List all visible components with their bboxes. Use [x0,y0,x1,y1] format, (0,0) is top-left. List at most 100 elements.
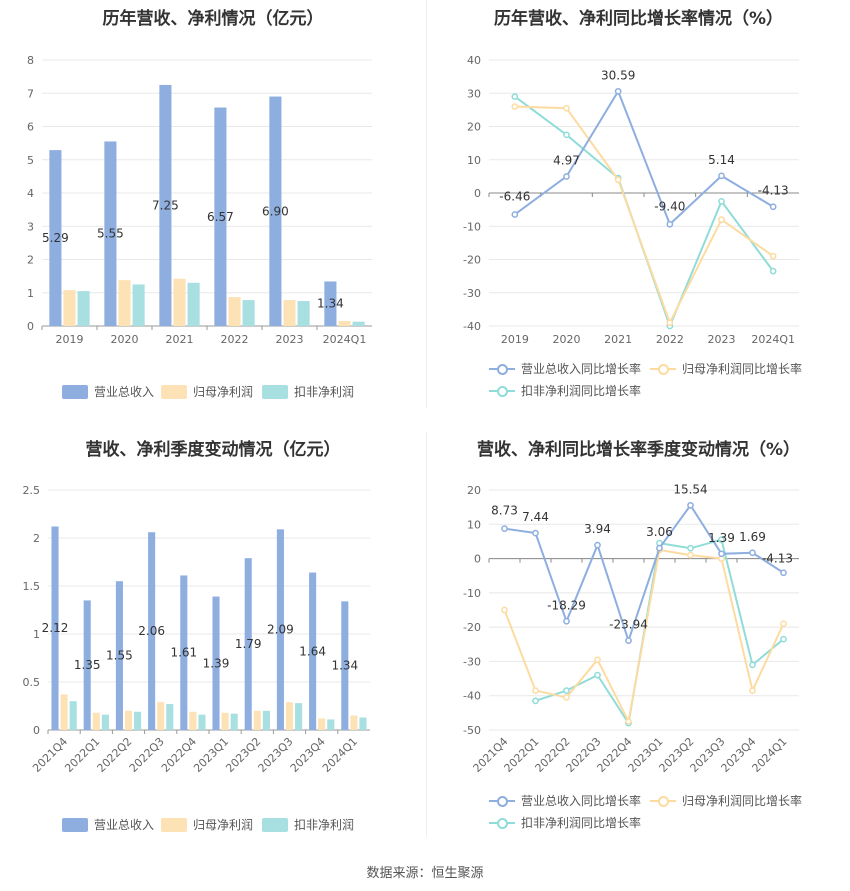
quarterly-growth-chart: 20100-10-20-30-40-502021Q42022Q12022Q220… [463,482,799,775]
line-net-profit-growth [514,105,774,326]
legend-swatch [262,384,288,399]
data-label: 3.06 [646,525,673,539]
y-tick-label: 4 [27,187,34,200]
bar-net-profit [189,711,197,730]
legend-item-revenue[interactable]: 营业总收入 [62,383,154,400]
point-net-profit-growth [749,687,756,694]
point-deducted-profit-growth [532,697,539,705]
data-label: 1.61 [170,646,197,660]
bar-deducted-profit [77,291,90,326]
bar-net-profit [338,321,351,326]
point-net-profit-growth [563,694,570,701]
legend-swatch [161,384,187,399]
x-tick-label: 2023 [708,333,736,346]
data-label: 4.97 [553,153,580,167]
legend-label: 扣非净利润 [294,385,355,399]
bar-net-profit [173,278,186,326]
y-tick-label: 8 [27,54,34,67]
data-label: 1.64 [299,644,326,658]
point-revenue-growth [780,569,787,577]
point-net-profit-growth [614,176,622,184]
x-tick-label: 2024Q1 [320,735,360,775]
annual-growth-panel: 历年营收、净利同比增长率情况（%） 40 30 20 10 0 -10 -20 -30 -40 2… [427,0,850,408]
bar-revenue [269,96,282,326]
point-deducted-profit-growth [687,544,694,552]
point-deducted-profit-growth [563,131,570,139]
y-tick-label: 1 [33,628,40,641]
data-label: -4.13 [762,552,793,566]
y-tick-label: 10 [467,518,481,531]
y-tick-label: 0 [474,553,481,566]
bar-deducted-profit [359,717,367,730]
legend-item-net-profit-growth[interactable]: 归母净利润同比增长率 [650,360,802,377]
legend: 营业总收入同比增长率 归母净利润同比增长率 扣非净利润同比增长率 [427,792,850,836]
bar-net-profit [118,280,131,326]
legend-label: 归母净利润 [193,385,254,399]
y-tick-label: 5 [27,154,34,167]
bar-revenue [159,84,172,326]
legend-label: 营业总收入同比增长率 [521,362,642,376]
point-revenue-growth [718,550,725,558]
legend-item-net-profit-growth[interactable]: 归母净利润同比增长率 [650,792,802,809]
bar-net-profit [350,715,358,730]
legend-item-revenue[interactable]: 营业总收入 [62,816,154,833]
x-tick-label: 2021 [166,333,194,346]
data-label: 1.34 [331,659,358,673]
legend-label: 扣非净利润 [294,818,355,832]
y-tick-label: -20 [463,254,481,267]
data-label: -18.29 [547,598,586,612]
point-revenue-growth [614,87,622,95]
legend-item-deducted-profit-growth[interactable]: 扣非净利润同比增长率 [489,382,641,399]
annual-growth-chart: 40 30 20 10 0 -10 -20 -30 -40 2019 2020 2021 2022 202… [463,54,799,346]
bar-revenue [115,581,123,730]
data-label: -4.13 [758,184,789,198]
y-tick-label: 40 [467,54,481,67]
bar-deducted-profit [230,713,238,730]
point-revenue-growth [532,529,539,537]
data-label: 2.09 [267,623,294,637]
y-tick-label: 6 [27,121,34,134]
y-tick-label: -30 [463,655,481,668]
bar-revenue [51,526,59,730]
legend-label: 归母净利润同比增长率 [682,794,803,808]
data-label: 1.55 [106,649,133,663]
legend-label: 营业总收入 [94,385,155,399]
x-tick-label: 2024Q1 [750,735,790,775]
legend-item-deducted-profit[interactable]: 扣非净利润 [262,816,354,833]
legend-swatch [62,384,88,399]
y-tick-label: 20 [467,484,481,497]
x-tick-label: 2020 [111,333,139,346]
legend-swatch [262,817,288,832]
legend-item-revenue-growth[interactable]: 营业总收入同比增长率 [489,792,641,809]
point-deducted-profit-growth [594,671,601,679]
point-net-profit-growth [594,656,601,664]
bar-revenue [324,281,337,326]
bar-revenue [276,529,284,730]
line-net-profit-growth [503,548,785,725]
bar-net-profit [92,712,100,730]
bar-deducted-profit [134,711,142,730]
point-deducted-profit-growth [511,93,519,100]
y-tick-label: 1 [27,287,34,300]
legend-item-net-profit[interactable]: 归母净利润 [161,816,253,833]
legend-label: 归母净利润同比增长率 [682,362,803,376]
bar-deducted-profit [297,301,310,326]
legend-item-deducted-profit-growth[interactable]: 扣非净利润同比增长率 [489,814,641,831]
data-label: 7.25 [152,198,179,212]
legend-swatch [650,794,676,808]
bar-net-profit [157,702,165,730]
point-net-profit-growth [666,319,674,327]
point-net-profit-growth [687,551,694,559]
legend-swatch [489,816,515,830]
legend-item-deducted-profit[interactable]: 扣非净利润 [262,383,354,400]
point-net-profit-growth [718,216,725,223]
y-tick-label: 7 [27,87,34,100]
quarterly-amount-panel: 营收、净利季度变动情况（亿元） 0 0.5 1 1.5 2 2.5 2021Q4 2.12 20… [0,432,426,842]
legend-item-revenue-growth[interactable]: 营业总收入同比增长率 [489,360,641,377]
legend-item-net-profit[interactable]: 归母净利润 [161,383,253,400]
legend: 营业总收入 归母净利润 扣非净利润 [0,383,426,403]
point-deducted-profit-growth [769,267,777,275]
bar-revenue [180,575,188,730]
y-tick-label: 0 [474,187,481,200]
legend-swatch [161,817,187,832]
